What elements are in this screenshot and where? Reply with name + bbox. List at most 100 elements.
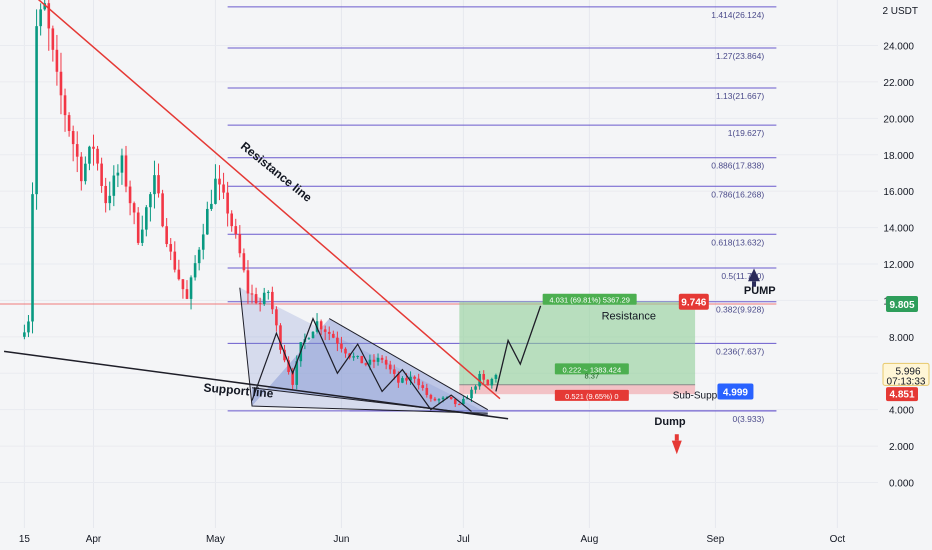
triangle-outline: [239, 287, 488, 414]
candle-body: [104, 185, 107, 204]
candle-body: [405, 378, 408, 381]
candle-body: [307, 338, 311, 340]
candle-body: [43, 3, 47, 10]
candle-body: [356, 355, 360, 357]
price-tick-label: 0.000: [889, 478, 914, 489]
candle-body: [169, 244, 173, 252]
time-tick-label: 15: [19, 534, 31, 545]
candle-body: [149, 194, 152, 208]
candle-body: [197, 249, 201, 264]
last-price-tag-bg: [882, 362, 930, 386]
candle-body: [250, 293, 254, 295]
candle-body: [344, 348, 347, 354]
dump-arrow-stem: [674, 434, 679, 441]
candle-body: [266, 291, 270, 293]
resistance-line-label: Resistance line: [238, 139, 315, 205]
resistance-trend-line: [37, 0, 501, 400]
candle-body: [490, 378, 494, 386]
fib-level-label: 0.236(7.637): [716, 346, 764, 356]
candle-body: [437, 399, 441, 401]
candle-body: [319, 321, 323, 330]
candle-body: [401, 378, 404, 383]
candle-body: [189, 277, 193, 299]
candle-body: [486, 379, 490, 386]
candle-body: [470, 389, 473, 399]
candle-body: [441, 397, 445, 400]
price-tick-label: 8.000: [889, 333, 914, 344]
dump-arrow: [671, 440, 682, 455]
candle-body: [466, 398, 469, 400]
candle-body: [279, 325, 282, 350]
candle-body: [384, 359, 388, 365]
price-tick-label: 16.000: [883, 187, 914, 198]
triangle-fill: [239, 287, 488, 414]
candle-body: [214, 178, 217, 204]
last-price-tag: 5.996: [895, 366, 920, 377]
fib-level-label: 0.886(17.838): [711, 161, 764, 171]
candle-body: [291, 371, 294, 385]
candle-body: [295, 361, 299, 385]
candle-body: [238, 234, 242, 254]
candle-body: [136, 212, 140, 243]
candle-body: [79, 156, 83, 182]
candle-body: [201, 234, 205, 250]
candle-body: [283, 349, 286, 361]
candles: [23, 0, 498, 408]
low-price-tag-bg: [886, 387, 918, 402]
fib-level-label: 1.27(23.864): [716, 51, 764, 61]
time-axis: 15 Apr May Jun Jul Aug Sep Oct: [0, 528, 878, 550]
resistance-price-tag: 9.746: [681, 298, 706, 309]
target-label-bg: [542, 293, 637, 305]
fib-level-label: 0.618(13.632): [711, 237, 764, 247]
candle-body: [340, 343, 343, 349]
candle-body: [449, 396, 453, 400]
fib-level-label: 1.414(26.124): [711, 10, 764, 20]
candle-body: [258, 303, 262, 305]
pump-label: PUMP: [744, 285, 776, 297]
low-price-tag: 4.851: [889, 390, 914, 401]
time-tick-label: Jul: [457, 534, 470, 545]
loss-zone: [459, 384, 696, 395]
candle-body: [140, 229, 144, 243]
candle-body: [372, 359, 376, 362]
candle-body: [112, 175, 116, 196]
resistance-price-tag-bg: [678, 293, 709, 310]
candle-body: [96, 148, 99, 164]
candle-body: [39, 9, 42, 27]
time-tick-label: Aug: [580, 534, 598, 545]
price-axis: 2 USDT0.0002.0004.0006.0008.00010.00012.…: [878, 0, 932, 550]
fib-level-label: 0(3.933): [733, 414, 765, 424]
fib-level-label: 0.786(16.268): [711, 189, 764, 199]
candle-body: [173, 251, 177, 270]
fib-level-label: 1.13(21.667): [716, 91, 764, 101]
candle-body: [433, 398, 437, 401]
candle-body: [368, 359, 372, 365]
fib-level-label: 0.382(9.928): [716, 305, 764, 315]
candle-body: [59, 71, 63, 96]
candle-body: [165, 226, 168, 245]
fibonacci-levels: 1.414(26.124) 1.27(23.864) 1.13(21.667) 1(1…: [0, 0, 878, 528]
candle-body: [193, 263, 197, 278]
time-tick-label: Sep: [707, 534, 725, 545]
axis-unit-label: 2 USDT: [882, 6, 918, 17]
wedge-upper-line: [329, 318, 489, 411]
price-tick-label: 24.000: [883, 42, 914, 53]
candle-body: [51, 28, 55, 50]
candle-body: [181, 279, 185, 290]
candle-body: [425, 387, 429, 395]
candle-body: [392, 369, 396, 374]
candle-body: [210, 203, 213, 209]
candle-body: [88, 146, 91, 164]
candle-body: [376, 357, 380, 362]
candle-body: [71, 131, 75, 145]
candle-body: [336, 337, 339, 344]
candle-body: [226, 192, 229, 214]
pump-arrow-stem: [752, 281, 757, 287]
current-price-tag-bg: [886, 295, 918, 312]
candle-body: [120, 155, 124, 173]
candle-body: [458, 404, 461, 406]
candle-body: [323, 329, 327, 332]
price-tick-label: 4.000: [889, 406, 914, 417]
